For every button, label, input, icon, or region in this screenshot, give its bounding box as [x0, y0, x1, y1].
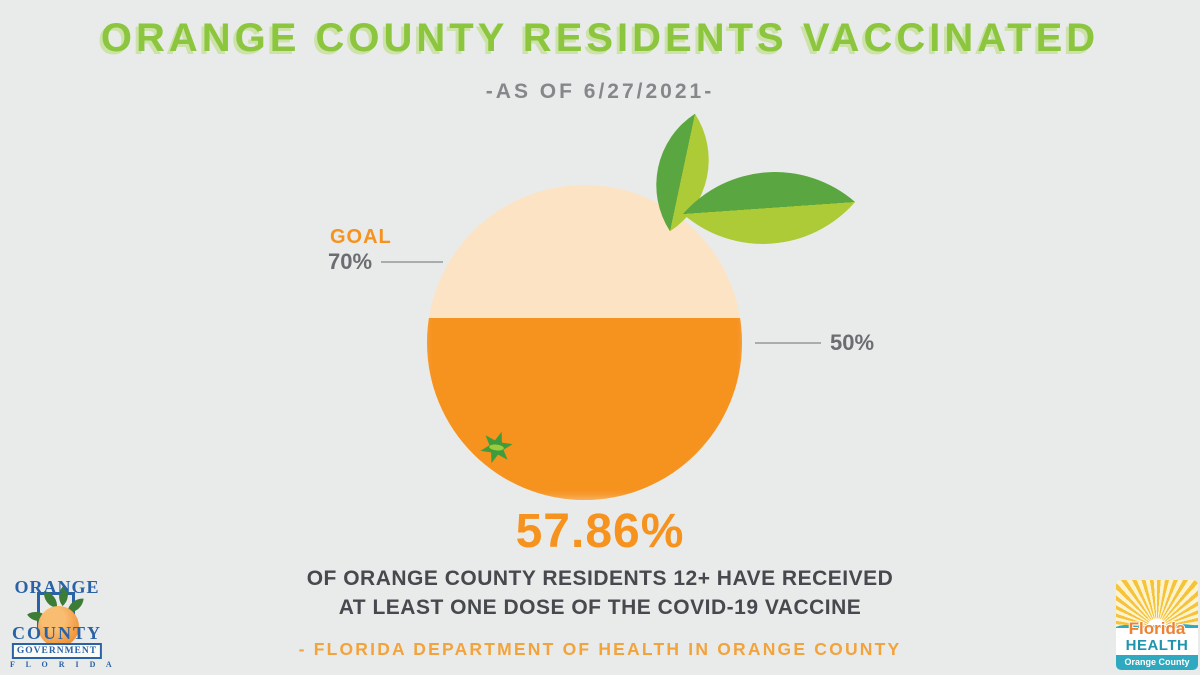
reference-tick: 50%: [755, 330, 875, 355]
source-attribution: - FLORIDA DEPARTMENT OF HEALTH IN ORANGE…: [298, 639, 902, 659]
reference-leader-line: [755, 342, 821, 344]
description: OF ORANGE COUNTY RESIDENTS 12+ HAVE RECE…: [0, 564, 1200, 622]
orange-calyx-star-icon: [480, 431, 513, 464]
county-logo-word-government: GOVERNMENT: [11, 643, 103, 659]
goal-tick: 70%: [328, 249, 444, 274]
florida-health-logo: Florida HEALTH Orange County: [1116, 580, 1198, 670]
goal-tick-value: 70%: [328, 249, 373, 274]
value-percent: 57.86%: [515, 505, 685, 558]
county-logo-word-county: COUNTY: [11, 623, 102, 643]
orange-gauge-circle: [427, 185, 742, 500]
vaccinated-fill: [427, 317, 742, 500]
page-title: ORANGE COUNTY RESIDENTS VACCINATED: [100, 16, 1100, 60]
description-line-1: OF ORANGE COUNTY RESIDENTS 12+ HAVE RECE…: [306, 567, 894, 590]
sun-rays-icon: [1116, 580, 1198, 628]
health-logo-region: Orange County: [1116, 655, 1198, 670]
orange-county-government-logo: ORANGE COUNTY GOVERNMENT F L O R I D A: [10, 577, 117, 671]
reference-tick-value: 50%: [830, 330, 875, 355]
county-logo-word-orange: ORANGE: [14, 577, 100, 597]
goal-leader-line: [381, 261, 444, 263]
county-logo-orange-fruit-icon: [38, 606, 79, 647]
wave-icon: [1116, 624, 1198, 628]
goal-label: GOAL: [330, 226, 392, 248]
county-logo-word-florida: F L O R I D A: [10, 660, 117, 669]
description-line-2: AT LEAST ONE DOSE OF THE COVID-19 VACCIN…: [338, 596, 862, 619]
as-of-date: -AS OF 6/27/2021-: [485, 80, 715, 103]
health-logo-health: HEALTH: [1125, 637, 1189, 654]
health-logo-florida: Florida: [1128, 619, 1186, 638]
